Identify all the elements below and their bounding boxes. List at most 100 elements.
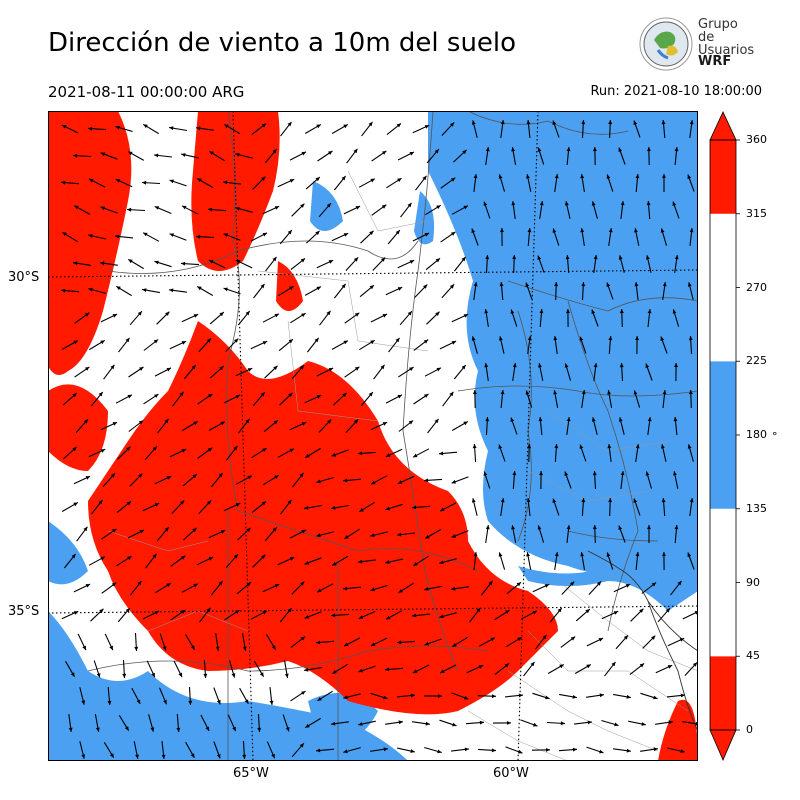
wind-arrow-head: [163, 699, 167, 705]
wind-arrow-head: [674, 147, 679, 152]
wind-arrow-head: [261, 123, 267, 128]
wind-arrow-head: [112, 528, 117, 533]
colorbar-extend-top: [709, 111, 737, 141]
wind-arrow-head: [300, 258, 306, 263]
wind-arrow-head: [651, 582, 657, 587]
wind-arrow-head: [511, 201, 516, 206]
wind-arrow-head: [142, 288, 147, 292]
colorbar-segment: [710, 213, 736, 362]
wind-arrow-head: [180, 555, 186, 560]
wind-arrow-head: [498, 552, 503, 557]
wind-arrow-head: [382, 314, 388, 318]
valid-time: 2021-08-11 00:00:00 ARG: [48, 83, 245, 101]
wind-arrow-head: [331, 721, 336, 726]
wind-arrow-head: [216, 754, 221, 759]
wind-arrow-head: [634, 282, 639, 287]
wind-arrow-head: [579, 444, 584, 449]
colorbar-extend-bottom: [709, 729, 737, 762]
wind-arrow-head: [205, 726, 210, 731]
wind-arrow-head: [152, 446, 157, 451]
wind-arrow-head: [143, 232, 148, 237]
wind-arrow-head: [451, 341, 457, 345]
wind-arrow-head: [181, 341, 187, 345]
wind-arrow-head: [192, 474, 197, 479]
wind-arrow-head: [193, 314, 199, 318]
wind-arrow-head: [560, 721, 565, 726]
wind-arrow-head: [274, 475, 279, 480]
colorbar-tick-label: 360: [746, 133, 767, 146]
wind-arrow-head: [565, 255, 570, 260]
wind-arrow-head: [331, 613, 336, 618]
wind-arrow-head: [196, 234, 201, 239]
wind-arrow-head: [462, 149, 467, 155]
wind-arrow-head: [203, 673, 208, 678]
wind-arrow-head: [274, 313, 279, 318]
wind-arrow-head: [539, 471, 543, 476]
wind-arrow-head: [606, 174, 611, 179]
wind-arrow-head: [516, 582, 521, 587]
wind-arrow-head: [84, 312, 90, 317]
wind-arrow-head: [245, 418, 250, 424]
wind-arrow-head: [260, 283, 265, 289]
wind-arrow-head: [485, 417, 490, 422]
wind-arrow-head: [100, 340, 105, 345]
wind-arrow-head: [383, 695, 388, 700]
wind-arrow-head: [152, 553, 157, 559]
wind-arrow-head: [564, 363, 569, 368]
wind-arrow-head: [472, 390, 477, 395]
wind-arrow-head: [689, 498, 694, 503]
wind-arrow-head: [192, 527, 197, 533]
wind-arrow-head: [410, 749, 415, 753]
wind-arrow-head: [197, 178, 202, 183]
wind-arrow-head: [651, 635, 656, 640]
wind-arrow-head: [397, 480, 403, 484]
wind-arrow-head: [136, 699, 141, 704]
wind-arrow-head: [539, 201, 544, 206]
wind-arrow-head: [154, 503, 160, 507]
wind-arrow-head: [645, 471, 650, 476]
wind-arrow-head: [181, 153, 186, 157]
wind-arrow-head: [591, 417, 596, 422]
wind-arrow-head: [539, 309, 544, 314]
wind-arrow-head: [653, 695, 658, 700]
wind-arrow-head: [261, 501, 266, 506]
wind-arrow-head: [527, 336, 532, 341]
wind-arrow-head: [285, 727, 290, 732]
wind-arrow-head: [434, 418, 439, 424]
wind-arrow-head: [434, 149, 439, 154]
wind-arrow-head: [358, 615, 364, 619]
wind-arrow-head: [661, 498, 666, 503]
wind-arrow-head: [485, 255, 490, 260]
wind-arrow-head: [126, 446, 131, 451]
wind-arrow-head: [327, 419, 332, 424]
wind-arrow-head: [688, 336, 693, 341]
wind-arrow-head: [660, 228, 665, 233]
wind-arrow-head: [382, 150, 387, 155]
wind-arrow-head: [125, 337, 130, 343]
wind-arrow-head: [343, 340, 348, 345]
wind-arrow-head: [626, 694, 631, 699]
wind-arrow-head: [271, 645, 276, 650]
wind-arrow-head: [299, 743, 304, 748]
wind-arrow-head: [689, 228, 694, 233]
wind-arrow-head: [557, 608, 562, 613]
wind-arrow-head: [300, 636, 306, 641]
wind-arrow-head: [115, 234, 120, 239]
wind-arrow-head: [344, 642, 349, 647]
wind-arrow-head: [371, 480, 376, 485]
wind-arrow-head: [216, 699, 221, 705]
wind-arrow-head: [135, 754, 139, 759]
wind-arrow-head: [96, 673, 101, 678]
wind-arrow-head: [207, 393, 213, 398]
wind-arrow-head: [272, 256, 277, 262]
wind-arrow-head: [618, 525, 623, 530]
wind-arrow-head: [408, 420, 414, 425]
wind-arrow-head: [301, 313, 306, 317]
wind-arrow-head: [343, 695, 348, 700]
wind-arrow-head: [166, 367, 171, 372]
wind-arrow-head: [674, 525, 679, 530]
wind-arrow-head: [181, 261, 186, 266]
wind-arrow-head: [476, 607, 481, 613]
wind-arrow-head: [289, 448, 294, 453]
wind-arrow-head: [116, 286, 121, 291]
